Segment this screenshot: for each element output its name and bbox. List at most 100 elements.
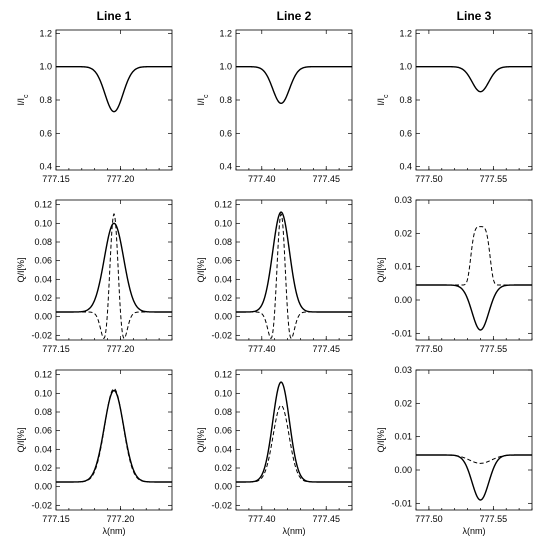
- panel-r1-c1-ytick-label: 0.6: [39, 128, 52, 138]
- panel-r2-c1-ytick-label: 0.04: [34, 274, 52, 284]
- panel-r1-c3-series-1-solid-line: [416, 65, 532, 93]
- panel-r2-c1-xtick-label: 777.15: [42, 344, 70, 354]
- panel-r2-c1-xtick-label: 777.20: [107, 344, 135, 354]
- panel-r2-c2-ytick-label: 0.02: [214, 293, 232, 303]
- panel-r1-c3-ylabel: I/Ic: [376, 94, 390, 106]
- panel-r1-c3-ytick-label: 1.2: [399, 28, 412, 38]
- panel-r3-c3-ytick-label: 0.01: [394, 432, 412, 442]
- panel-r2-c3-ytick-label: 0.01: [394, 262, 412, 272]
- panel-r3-c1-ytick-label: 0.00: [34, 482, 52, 492]
- panel-r1-c3: 0.4 0.6 0.8 1.0 1.2 777.50 777.55 I/Ic: [376, 28, 533, 184]
- panel-r3-c3-frame: [415, 369, 533, 511]
- panel-r2-c1-ytick-label: 0.00: [34, 312, 52, 322]
- panel-r3-c3-ytick-label: -0.01: [391, 498, 412, 508]
- panel-r3-c2-ytick-label: 0.12: [214, 370, 232, 380]
- panel-r3-c2-xtick-label: 777.45: [312, 514, 340, 524]
- panel-r1-c2-ytick-label: 0.6: [219, 128, 232, 138]
- panel-r2-c1-ylabel: Q/I[%]: [16, 257, 26, 282]
- panel-r3-c1-ytick-label: 0.02: [34, 463, 52, 473]
- panel-r3-c2-xtick-label: 777.40: [248, 514, 276, 524]
- panel-r2-c2-xtick-label: 777.45: [312, 344, 340, 354]
- panel-r2-c1-series-2-dashed-line: [56, 212, 172, 339]
- panel-r2-c2-ytick-label: 0.00: [214, 312, 232, 322]
- panel-r1-c2-ytick-label: 0.4: [219, 162, 232, 172]
- panel-r2-c1-ytick-label: 0.06: [34, 256, 52, 266]
- panel-r3-c3-xtick-label: 777.55: [480, 514, 508, 524]
- panel-r2-c1-ytick-label: 0.08: [34, 237, 52, 247]
- panel-r3-c1-ytick-label: -0.02: [31, 500, 52, 510]
- panel-r3-c1-series-1-solid-line: [56, 389, 172, 483]
- panel-r2-c1-ytick-label: 0.10: [34, 218, 52, 228]
- panel-r1-c2-series-1-solid-line: [236, 65, 352, 105]
- panel-r2-c3-ytick-label: -0.01: [391, 328, 412, 338]
- panel-r2-c3: -0.01 0.00 0.01 0.02 0.03 777.50 777.55 Q/I[%]: [376, 195, 533, 354]
- panel-r2-c1: -0.02 0.00 0.02 0.04 0.06 0.08 0.10 0.12 777.15 7…: [16, 199, 173, 354]
- panel-r1-c1-ytick-label: 1.0: [39, 62, 52, 72]
- column-title-line-3: Line 3: [457, 9, 492, 23]
- panel-r1-c1-ytick-label: 0.8: [39, 95, 52, 105]
- panel-r1-c2-ytick-label: 1.0: [219, 62, 232, 72]
- panel-r3-c1-ytick-label: 0.10: [34, 388, 52, 398]
- panel-r2-c2-ylabel: Q/I[%]: [196, 257, 206, 282]
- panel-r2-c2-series-2-dashed-line: [236, 213, 352, 339]
- panel-r2-c3-series-2-dashed-line: [416, 226, 532, 286]
- panel-r1-c1-ytick-label: 1.2: [39, 28, 52, 38]
- panel-r1-c1: 0.4 0.6 0.8 1.0 1.2 777.15 777.20 I/Ic: [16, 28, 173, 184]
- panel-r2-c2-frame: [235, 199, 353, 341]
- panel-r1-c1-ytick-label: 0.4: [39, 162, 52, 172]
- panel-r3-c1-ytick-label: 0.04: [34, 444, 52, 454]
- panel-r2-c1-series-1-solid-line: [56, 222, 172, 313]
- panel-r3-c1-ytick-label: 0.12: [34, 370, 52, 380]
- panel-r1-c1-xtick-label: 777.15: [42, 174, 70, 184]
- panel-r3-c3: -0.01 0.00 0.01 0.02 0.03 777.50 777.55 Q/I[%] λ…: [376, 365, 533, 536]
- panel-r1-c2-xtick-label: 777.40: [248, 174, 276, 184]
- panel-r1-c2-frame: [235, 29, 353, 171]
- panel-r2-c2-ytick-label: 0.10: [214, 218, 232, 228]
- panel-r2-c1-ytick-label: 0.12: [34, 200, 52, 210]
- panel-r3-c2-series-2-dashed-line: [236, 404, 352, 483]
- panel-r3-c2-ytick-label: 0.00: [214, 482, 232, 492]
- panel-r2-c1-frame: [55, 199, 173, 341]
- panel-r3-c1: -0.02 0.00 0.02 0.04 0.06 0.08 0.10 0.12 777.15 7…: [16, 369, 173, 536]
- panel-r2-c3-frame: [415, 199, 533, 341]
- panel-r3-c1-ylabel: Q/I[%]: [16, 427, 26, 452]
- panel-r3-c3-xtick-label: 777.50: [415, 514, 443, 524]
- panel-r1-c3-ytick-label: 1.0: [399, 62, 412, 72]
- panel-r3-c2-frame: [235, 369, 353, 511]
- panel-r2-c3-ylabel: Q/I[%]: [376, 257, 386, 282]
- panel-r2-c3-ytick-label: 0.00: [394, 295, 412, 305]
- panel-r2-c2-xtick-label: 777.40: [248, 344, 276, 354]
- panel-r2-c3-ytick-label: 0.03: [394, 195, 412, 205]
- panel-r2-c3-series-1-solid-line: [416, 284, 532, 331]
- panel-r1-c1-series-1-solid-line: [56, 65, 172, 113]
- panel-r1-c3-xtick-label: 777.50: [415, 174, 443, 184]
- panel-r2-c2-ytick-label: -0.02: [211, 330, 232, 340]
- panel-r1-c2-ytick-label: 1.2: [219, 28, 232, 38]
- column-title-line-2: Line 2: [277, 9, 312, 23]
- panel-r3-c1-xlabel: λ(nm): [103, 526, 126, 536]
- panel-r3-c1-frame: [55, 369, 173, 511]
- panel-r3-c2-series-1-solid-line: [236, 381, 352, 483]
- panel-r1-c1-frame: [55, 29, 173, 171]
- panel-r1-c1-xtick-label: 777.20: [107, 174, 135, 184]
- panel-r3-c3-ytick-label: 0.03: [394, 365, 412, 375]
- panel-r3-c2-ytick-label: 0.10: [214, 388, 232, 398]
- panel-r1-c3-xtick-label: 777.55: [480, 174, 508, 184]
- panel-r1-c2-ytick-label: 0.8: [219, 95, 232, 105]
- panel-r2-c2-ytick-label: 0.06: [214, 256, 232, 266]
- panel-r3-c3-ylabel: Q/I[%]: [376, 427, 386, 452]
- panel-r3-c2-ytick-label: 0.08: [214, 407, 232, 417]
- panel-r2-c1-ytick-label: 0.02: [34, 293, 52, 303]
- panel-r3-c1-xtick-label: 777.20: [107, 514, 135, 524]
- panel-r3-c1-ytick-label: 0.08: [34, 407, 52, 417]
- panel-r3-c3-ytick-label: 0.00: [394, 465, 412, 475]
- panel-r2-c3-xtick-label: 777.55: [480, 344, 508, 354]
- panel-r3-c2-xlabel: λ(nm): [283, 526, 306, 536]
- column-title-line-1: Line 1: [97, 9, 132, 23]
- panel-r3-c2-ytick-label: 0.02: [214, 463, 232, 473]
- panel-r3-c3-series-2-dashed-line: [416, 454, 532, 464]
- panel-r1-c3-ytick-label: 0.8: [399, 95, 412, 105]
- panel-r1-c2-ylabel: I/Ic: [196, 94, 210, 106]
